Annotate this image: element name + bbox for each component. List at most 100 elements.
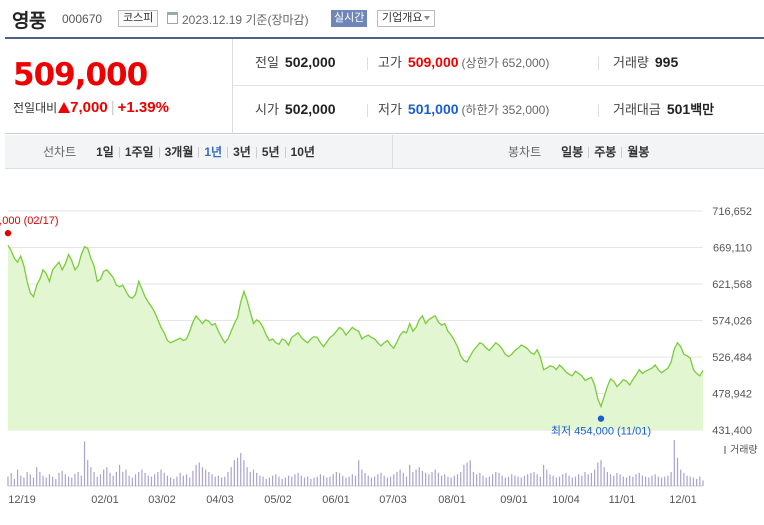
volume-bar [549,474,551,486]
volume-bar [297,472,299,486]
volume-bar [629,475,631,486]
volume-bar [351,474,353,486]
divider [284,147,286,159]
volume-bar [189,477,191,486]
volume-bar [412,471,414,486]
company-overview-label: 기업개요 [382,12,423,24]
volume-bar [198,462,200,486]
volume-bar [657,476,659,486]
tab-1d[interactable]: 1일 [96,145,114,159]
volume-bar [275,474,277,486]
divider [158,147,160,159]
tab-weekly[interactable]: 주봉 [594,145,617,159]
tab-3m[interactable]: 3개월 [164,145,194,159]
tab-3y[interactable]: 3년 [233,145,251,159]
volume-bar [495,471,497,486]
volume-bar [405,476,408,486]
x-tick-label: 07/03 [379,494,407,506]
volume-bar [252,469,255,486]
volume-bar [463,464,465,486]
volume-bar [386,477,388,486]
volume-bar [399,469,401,486]
volume-label: 거래량 [613,55,649,70]
volume-bar [67,476,70,486]
realtime-button[interactable]: 실시간 [331,10,368,27]
volume-bar [147,475,149,486]
quote-row-2: 시가 502,000 저가 501,000 (하한가 352,000) 거래대금 501… [233,86,764,133]
volume-bar [16,469,19,486]
volume-bar [214,476,216,486]
calendar-icon [167,12,178,24]
volume-bar [160,469,162,486]
line-chart-label: 선차트 [43,145,77,159]
volume-bar [539,476,542,486]
x-tick-label: 12/19 [8,494,36,506]
volume-bar [103,469,105,486]
volume-bar [42,475,44,486]
volume-bar [431,471,433,486]
volume-bar [323,475,325,486]
volume-bar [600,460,602,486]
volume-bar [517,476,519,486]
volume-bar [670,471,672,486]
volume-bar [660,477,663,486]
volume-bar [692,477,695,486]
high-cell: 고가 509,000 (상한가 652,000) [378,39,549,86]
x-tick-label: 06/01 [322,494,350,506]
volume-bar [632,476,634,486]
volume-bar [645,476,647,486]
volume-bar [676,457,679,486]
x-tick-label: 11/01 [609,494,636,506]
volume-bar [39,471,41,486]
volume-bar [488,476,490,486]
price-chart[interactable]: 716,652 669,110 621,568 574,026 526,484 478,9… [0,195,764,525]
volume-bar [555,477,557,486]
y-tick-label: 574,026 [712,316,752,328]
volume-bar [169,477,172,486]
chevron-down-icon [424,16,431,21]
tab-5y[interactable]: 5년 [261,145,280,159]
volume-bar [667,475,669,486]
volume-bar [313,477,315,486]
volume-bar [530,472,532,486]
volume-bar [201,467,204,486]
volume-legend-swatch [724,446,726,454]
volume-bar [166,475,169,486]
tab-1w[interactable]: 1주일 [124,145,154,159]
volume-bar [13,478,15,486]
stock-name[interactable]: 영풍 [12,11,46,32]
tab-daily[interactable]: 일봉 [561,145,584,159]
volume-bar [514,475,516,486]
divider [255,147,257,159]
volume-bar [651,475,653,486]
tab-10y[interactable]: 10년 [290,145,315,159]
trade-value-label: 거래대금 [613,102,661,117]
volume-bar [683,472,685,486]
volume-bar [574,476,577,486]
volume-bar [83,441,86,486]
prev-close-cell: 전일 502,000 [255,39,336,86]
volume-bar [370,477,373,486]
volume-bar [90,467,92,486]
volume-bar [562,474,564,486]
volume-bar [48,474,51,486]
volume-bar [696,478,698,486]
volume-bar [418,467,420,486]
volume-bar [469,460,471,486]
high-label: 고가 [378,55,402,70]
volume-bar [565,472,567,486]
volume-bar [23,477,25,486]
volume-bar [619,474,621,486]
volume-bar [303,477,306,486]
volume-bar [590,472,593,486]
tab-1y[interactable]: 1년 [204,145,223,159]
volume-bar [338,472,341,486]
open-label: 시가 [255,102,279,117]
tab-monthly[interactable]: 월봉 [627,145,650,159]
volume-bar [224,476,226,486]
volume-bar [609,474,612,486]
volume-bar [128,475,130,486]
volume-bar [578,474,580,486]
company-overview-button[interactable]: 기업개요 [377,10,436,27]
volume-bar [587,474,589,486]
